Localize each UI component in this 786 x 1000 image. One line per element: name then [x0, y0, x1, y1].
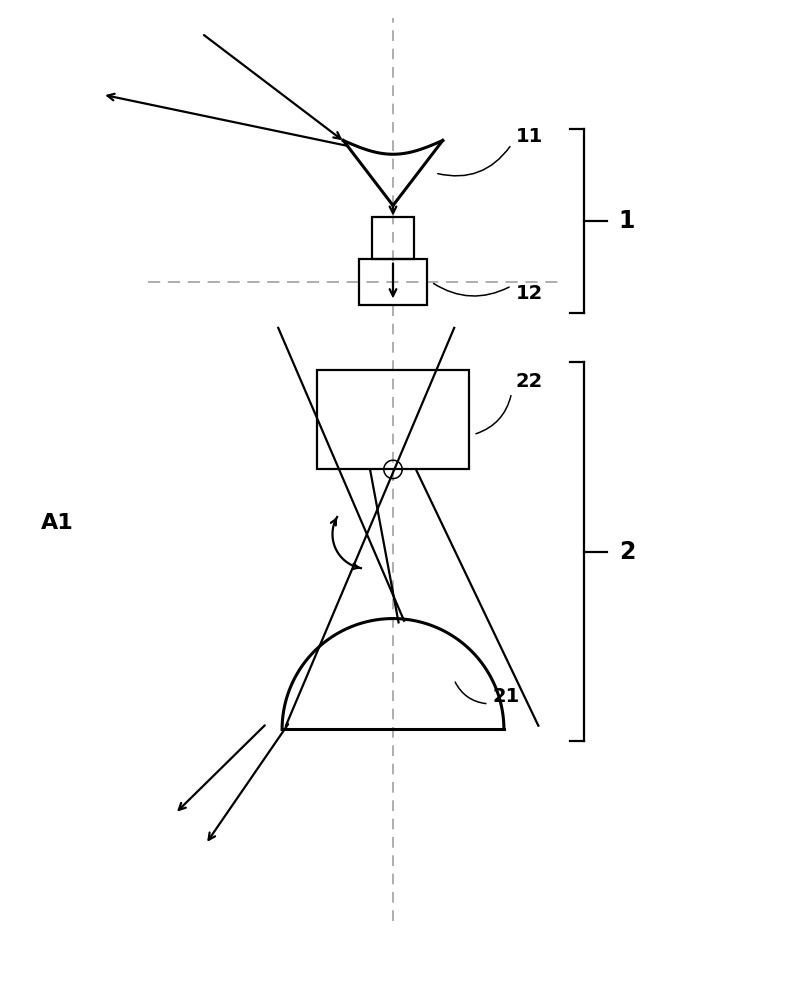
FancyArrowPatch shape	[434, 283, 509, 296]
Text: 2: 2	[619, 540, 635, 564]
FancyArrowPatch shape	[476, 396, 511, 434]
FancyArrowPatch shape	[455, 682, 486, 704]
Bar	[317, 370, 469, 469]
Text: 12: 12	[516, 284, 542, 303]
Bar	[358, 259, 428, 305]
FancyArrowPatch shape	[438, 147, 510, 176]
Bar	[372, 217, 414, 259]
Text: 22: 22	[516, 372, 542, 391]
Text: A1: A1	[41, 513, 74, 533]
Text: 11: 11	[516, 127, 542, 146]
Text: 1: 1	[619, 209, 635, 233]
Text: 21: 21	[493, 687, 520, 706]
